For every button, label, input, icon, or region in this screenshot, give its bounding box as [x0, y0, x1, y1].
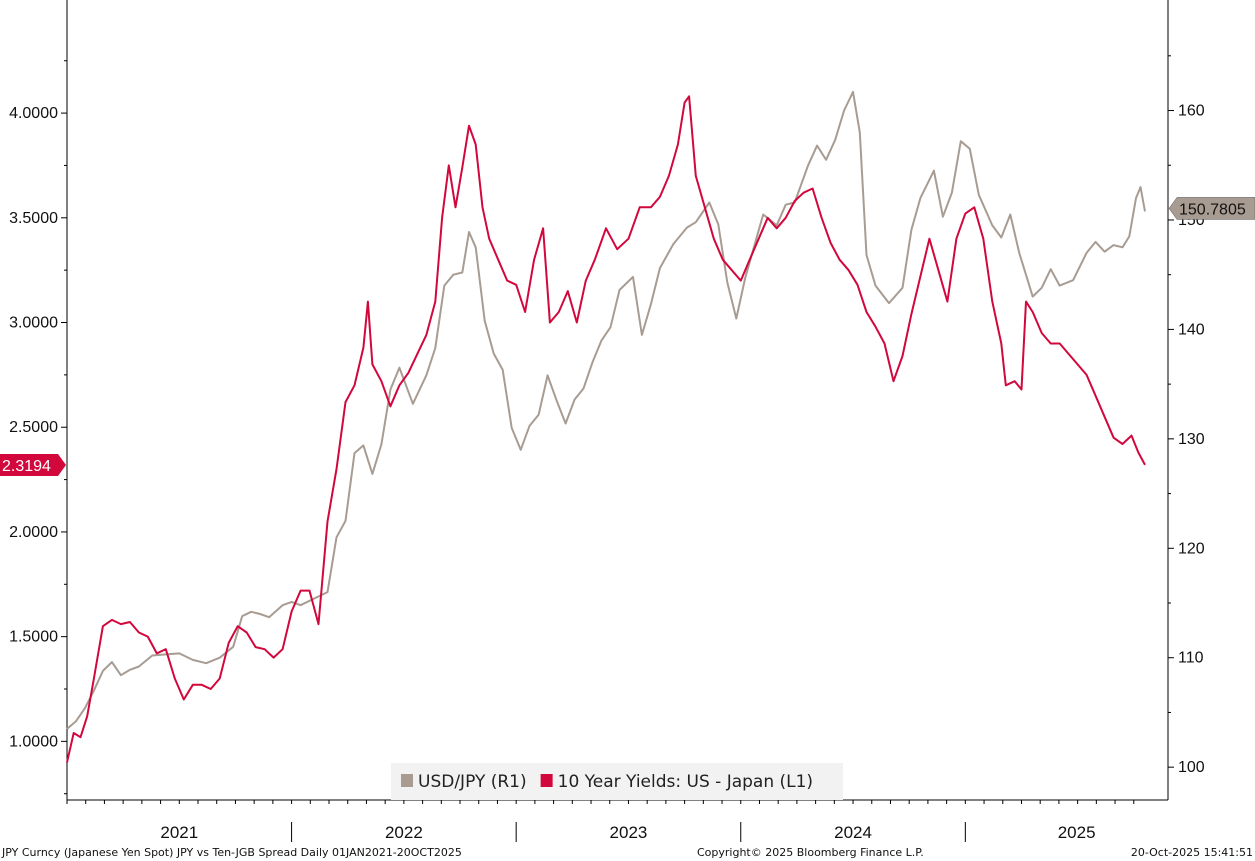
legend-swatch-spread [540, 774, 553, 787]
usdjpy-series-line [66, 90, 1146, 730]
usdjpy-tag-shape [1168, 197, 1255, 220]
right-tick-label: 100 [1178, 759, 1205, 776]
x-year-label: 2021 [160, 823, 198, 842]
usdjpy-tag-label: 150.7805 [1179, 201, 1246, 218]
legend-box [391, 763, 843, 800]
right-tick-label: 130 [1178, 431, 1205, 448]
right-tick-label: 110 [1178, 650, 1204, 667]
left-tick-label: 1.5000 [9, 629, 58, 646]
left-tick-label: 2.0000 [9, 524, 58, 541]
left-tick-label: 2.5000 [9, 419, 58, 436]
legend-label-spread: 10 Year Yields: US - Japan (L1) [558, 772, 813, 792]
legend-swatch-usdjpy [401, 774, 413, 787]
footer-right-text: 20-Oct-2025 15:41:51 [1131, 846, 1253, 859]
footer: JPY Curncy (Japanese Yen Spot) JPY vs Te… [1, 846, 1253, 859]
x-year-label: 2024 [834, 823, 872, 842]
footer-center-text: Copyright© 2025 Bloomberg Finance L.P. [697, 846, 924, 859]
left-tick-label: 4.0000 [9, 105, 58, 122]
x-year-label: 2025 [1058, 823, 1096, 842]
spread-tag-label: 2.3194 [2, 458, 51, 475]
x-year-label: 2022 [385, 823, 423, 842]
axes: 1.0000 1.5000 2.0000 2.5000 3.0000 3.5000 4.00… [9, 0, 1205, 842]
right-tick-label: 160 [1178, 103, 1205, 120]
left-tick-label: 1.0000 [9, 733, 58, 750]
value-tags: 2.3194 150.7805 [0, 197, 1255, 477]
spread-series-line [66, 95, 1146, 763]
right-tick-label: 120 [1178, 540, 1205, 557]
left-tick-label: 3.5000 [9, 210, 58, 227]
legend: USD/JPY (R1) 10 Year Yields: US - Japan (… [391, 763, 843, 800]
spread-last-value-tag: 2.3194 [0, 454, 66, 477]
legend-label-usdjpy: USD/JPY (R1) [418, 772, 527, 792]
spread-tag-shape [0, 454, 66, 477]
left-tick-label: 3.0000 [9, 315, 58, 332]
usdjpy-last-value-tag: 150.7805 [1168, 197, 1255, 220]
footer-left-text: JPY Curncy (Japanese Yen Spot) JPY vs Te… [1, 846, 462, 859]
right-tick-label: 140 [1178, 321, 1205, 338]
series-group [66, 90, 1146, 763]
x-year-label: 2023 [610, 823, 648, 842]
